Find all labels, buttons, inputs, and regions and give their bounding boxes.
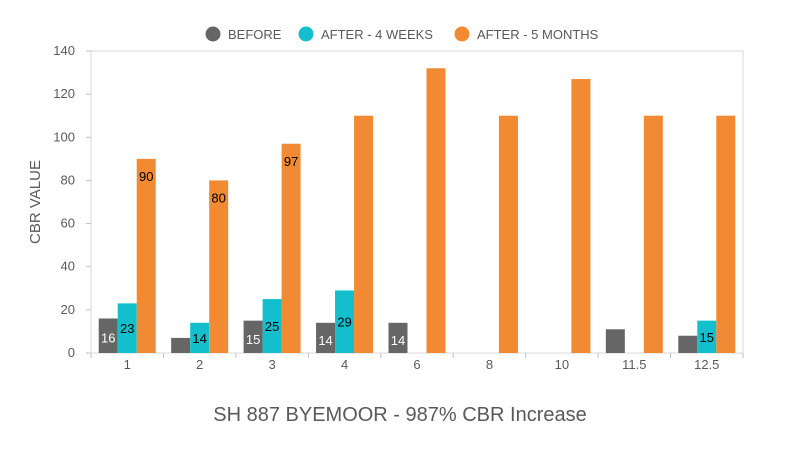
y-tick-label: 120: [53, 86, 75, 101]
x-tick-label: 6: [413, 357, 420, 372]
bar-2-12.5: [697, 320, 717, 353]
bar-1-1: [98, 318, 118, 353]
data-labels: 16 15 14 14 23 14 25 29 15 90 80 97: [101, 154, 714, 348]
plot-area-frame: [90, 50, 744, 354]
bar-3-10: [571, 79, 591, 354]
x-tick-label: 2: [196, 357, 203, 372]
legend-label: AFTER - 4 WEEKS: [321, 27, 433, 42]
x-tick-label: 8: [486, 357, 493, 372]
bar-3-6: [426, 68, 446, 353]
x-tick-label: 4: [341, 357, 348, 372]
legend-label: BEFORE: [228, 27, 282, 42]
bar-2-4: [335, 290, 355, 353]
legend-marker: [454, 26, 470, 42]
bar-1-2: [171, 337, 191, 353]
legend-marker: [298, 26, 314, 42]
legend: BEFORE AFTER - 4 WEEKS AFTER - 5 MONTHS: [205, 26, 599, 42]
x-tick-label: 1: [124, 357, 131, 372]
x-tick-label: 11.5: [622, 357, 646, 372]
y-tick-label: 40: [61, 259, 75, 274]
bar-3-8: [498, 115, 518, 353]
bar-3-12.5: [716, 115, 736, 353]
legend-label: AFTER - 5 MONTHS: [477, 27, 599, 42]
data-label: 15: [246, 332, 260, 347]
legend-marker: [205, 26, 221, 42]
data-label: 80: [211, 190, 225, 205]
x-tick-label: 3: [268, 357, 275, 372]
bar-1-3: [243, 320, 263, 353]
bar-2-2: [190, 322, 210, 353]
bar-3-1: [136, 158, 156, 353]
y-tick-label: 80: [61, 172, 75, 187]
bar-3-11.5: [643, 115, 663, 353]
y-tick-label: 140: [53, 43, 75, 58]
bar-1-12.5: [678, 335, 698, 353]
bar-3-3: [281, 143, 301, 353]
bar-3-4: [354, 115, 374, 353]
bar-2-1: [117, 303, 137, 353]
x-tick-label: 12.5: [694, 357, 719, 372]
data-label: 14: [192, 331, 206, 346]
bars: [98, 68, 736, 354]
x-tick-label: 10: [555, 357, 569, 372]
bar-2-3: [262, 299, 282, 353]
y-tick-label: 20: [61, 302, 75, 317]
y-axis-label: CBR VALUE: [27, 160, 44, 244]
bar-1-11.5: [605, 329, 625, 353]
data-label: 23: [120, 321, 134, 336]
data-label: 29: [337, 315, 351, 330]
bar-1-6: [388, 322, 408, 353]
y-tick-label: 100: [53, 129, 75, 144]
bar-1-4: [316, 322, 336, 353]
data-label: 14: [391, 333, 405, 348]
chart-title: SH 887 BYEMOOR - 987% CBR Increase: [213, 404, 586, 426]
data-label: 14: [318, 333, 332, 348]
data-label: 15: [700, 330, 714, 345]
data-label: 25: [265, 319, 279, 334]
bar-3-2: [209, 180, 229, 353]
data-label: 97: [284, 154, 298, 169]
y-tick-label: 0: [68, 345, 75, 360]
data-label: 16: [101, 331, 115, 346]
data-label: 90: [139, 169, 153, 184]
y-tick-label: 60: [61, 216, 75, 231]
